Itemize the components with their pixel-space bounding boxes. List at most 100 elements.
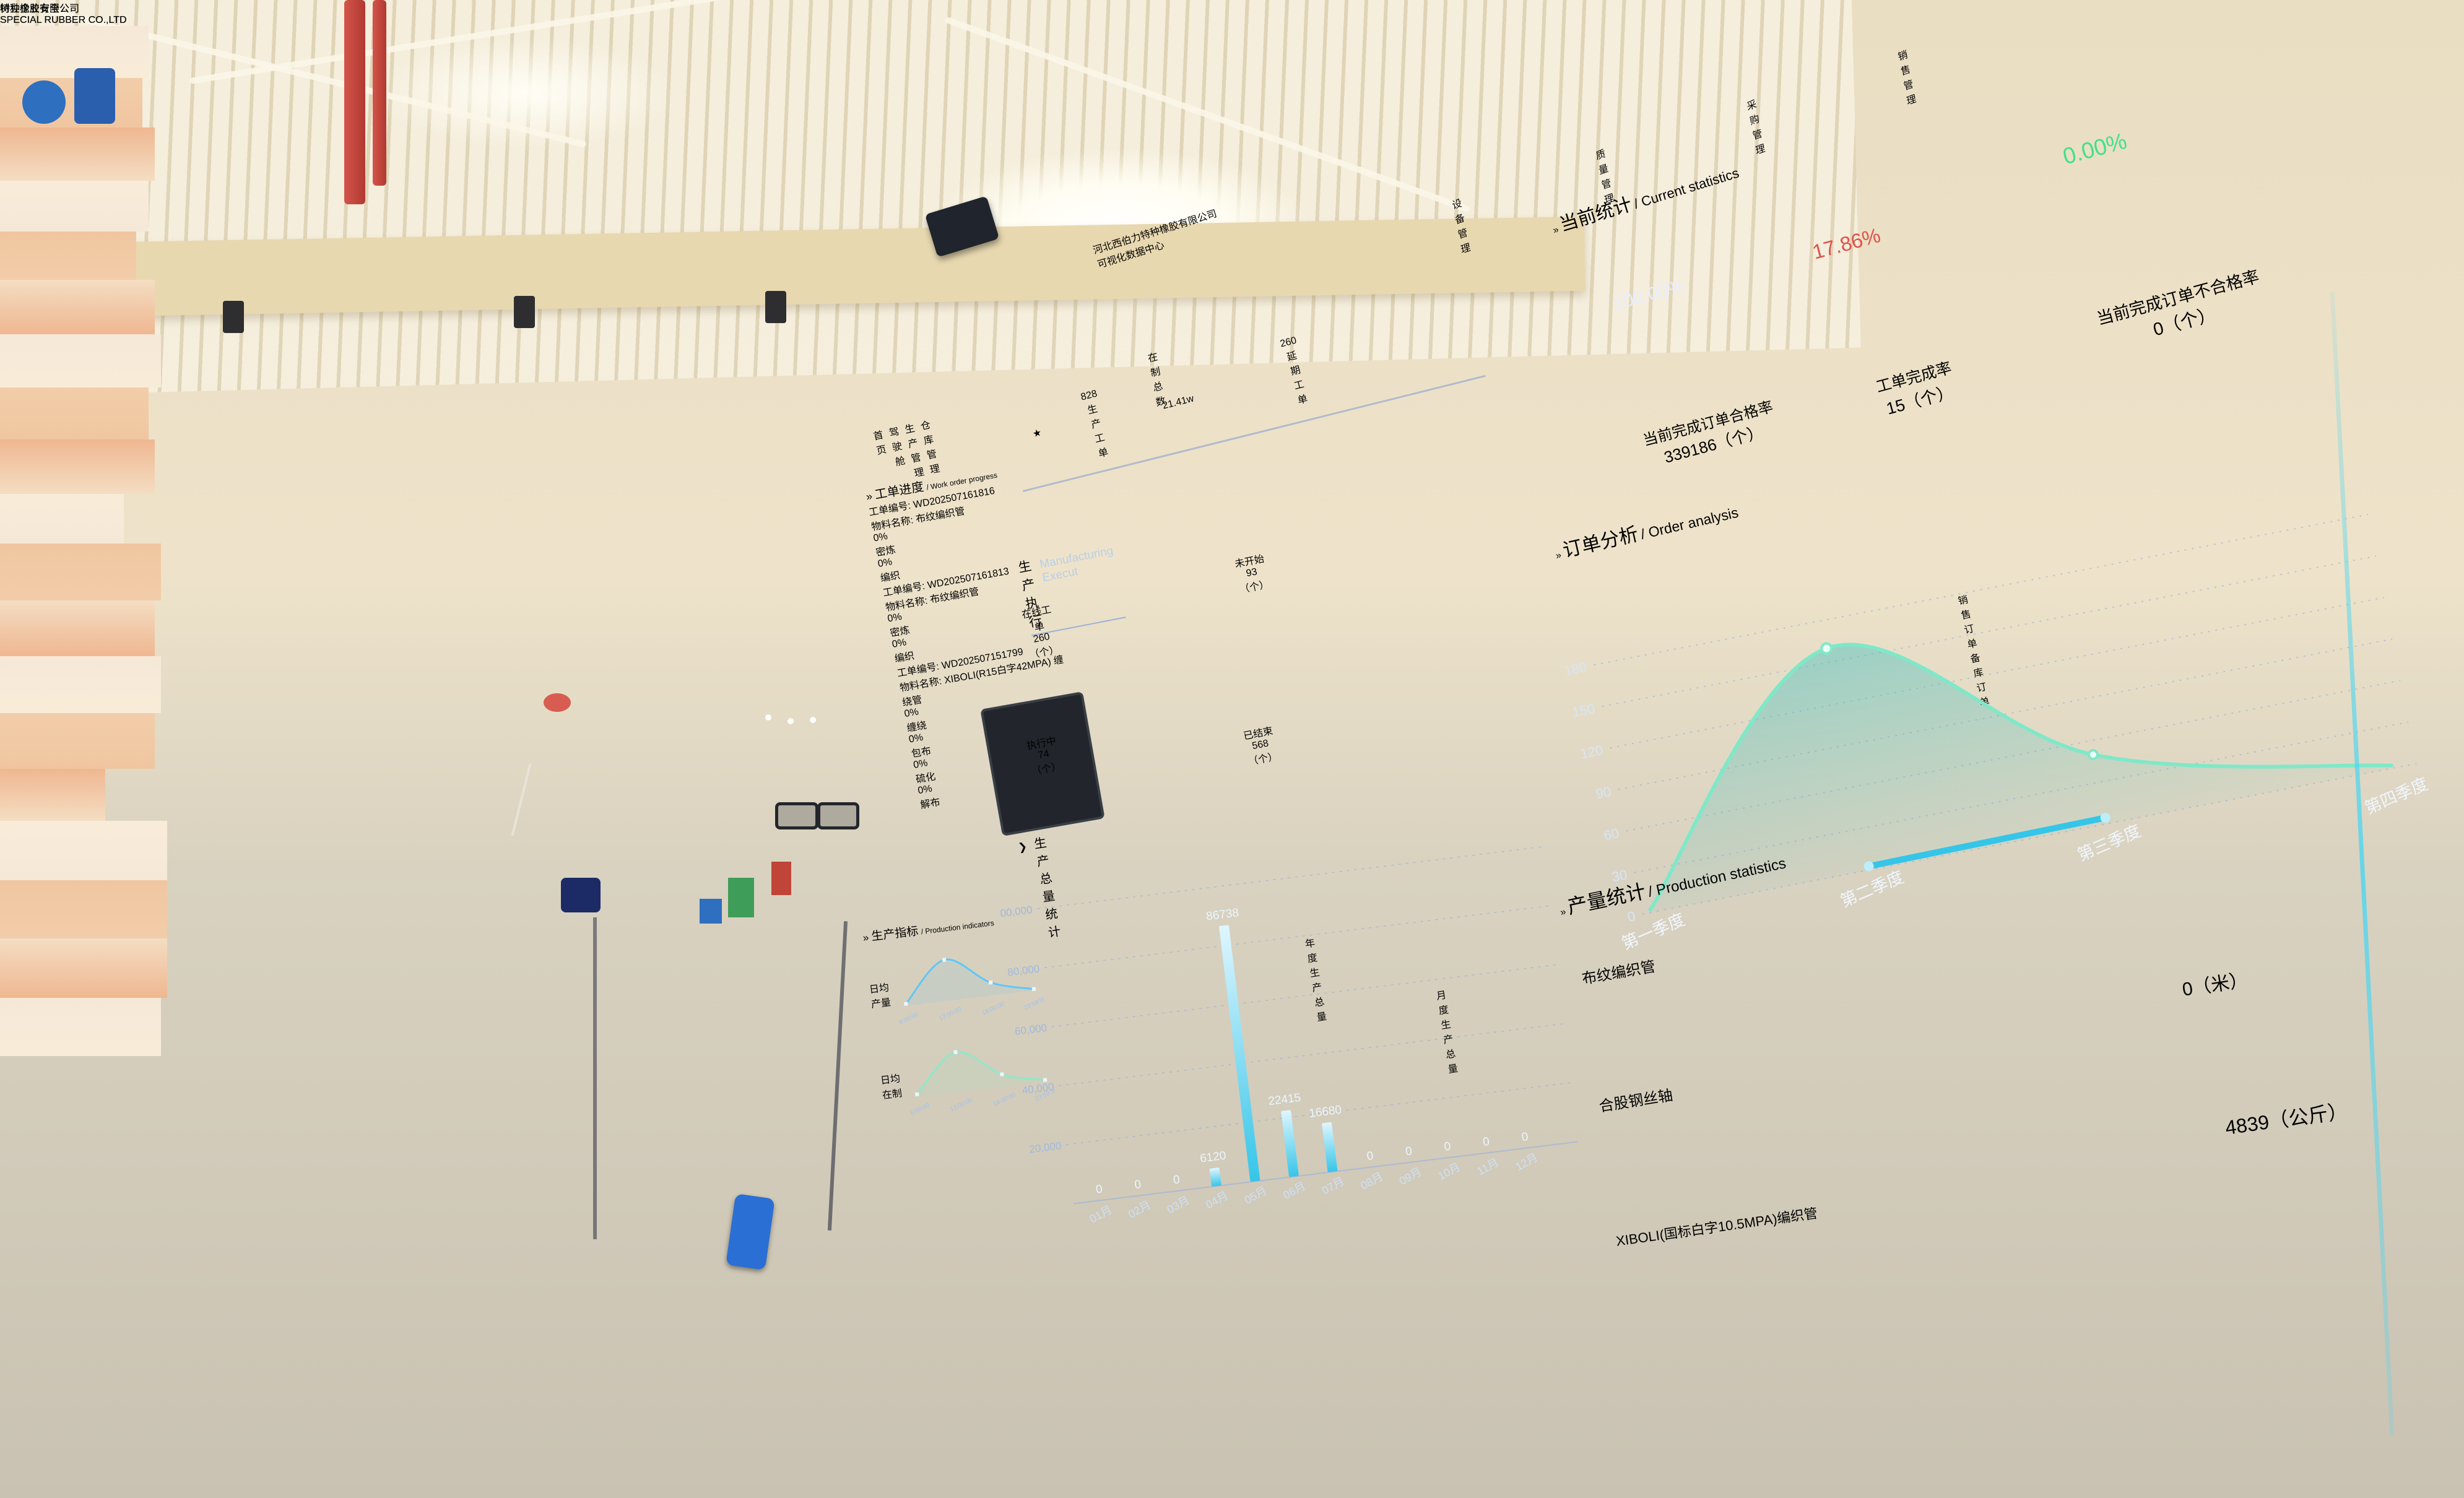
zipper bbox=[593, 917, 597, 1239]
hose-coil bbox=[0, 656, 161, 713]
work-order-badge-icon: ★ bbox=[1031, 427, 1043, 440]
product-name: 布纹编织管 bbox=[1581, 958, 1657, 988]
hose-coil bbox=[0, 494, 124, 543]
hanging-lamp bbox=[765, 291, 786, 323]
product-name: 合股钢丝轴 bbox=[1598, 1087, 1674, 1115]
svg-text:10月: 10月 bbox=[1436, 1161, 1462, 1183]
svg-text:08月: 08月 bbox=[1358, 1170, 1385, 1192]
svg-text:第四季度: 第四季度 bbox=[2362, 774, 2431, 818]
svg-text:60: 60 bbox=[1602, 825, 1620, 843]
svg-text:0: 0 bbox=[1095, 1183, 1103, 1197]
chevrons-icon: » bbox=[865, 490, 874, 503]
hanging-lamp bbox=[514, 296, 535, 328]
svg-text:0: 0 bbox=[1482, 1135, 1490, 1149]
helmet-logo bbox=[544, 693, 571, 712]
hose-coil bbox=[0, 938, 167, 998]
svg-text:0: 0 bbox=[1444, 1140, 1452, 1154]
svg-text:120: 120 bbox=[1579, 742, 1604, 762]
svg-text:0: 0 bbox=[1626, 908, 1637, 925]
svg-text:04月: 04月 bbox=[1204, 1189, 1230, 1211]
hose-coil bbox=[0, 334, 161, 387]
order-analysis-subtitle: / Order analysis bbox=[1639, 504, 1740, 543]
svg-text:0: 0 bbox=[1366, 1149, 1374, 1163]
red-pipe bbox=[344, 0, 365, 204]
svg-text:0: 0 bbox=[1134, 1178, 1142, 1192]
hose-coil bbox=[0, 78, 142, 128]
svg-text:06月: 06月 bbox=[1281, 1179, 1308, 1201]
hose-machine: 特种橡胶有限公司 SPECIAL RUBBER CO.,LTD bbox=[0, 0, 712, 1056]
pump-part bbox=[22, 80, 66, 124]
mfg-hub bbox=[1045, 572, 1279, 806]
hose-coil bbox=[0, 439, 155, 494]
banner-text: 树立企业安全 bbox=[0, 4, 60, 14]
hose-coils bbox=[0, 26, 712, 1056]
mfg-stat-value: 93（个） bbox=[1239, 566, 1270, 595]
wall-sign-en: SPECIAL RUBBER CO.,LTD bbox=[0, 15, 127, 25]
red-pipe bbox=[373, 0, 386, 186]
hose-coil bbox=[0, 600, 155, 656]
svg-text:11月: 11月 bbox=[1475, 1156, 1501, 1177]
kpi-orders: 828 生产工单 bbox=[1080, 389, 1113, 461]
production-stats-title: 产量统计 bbox=[1565, 880, 1648, 919]
green-equipment bbox=[728, 878, 754, 917]
svg-text:16680: 16680 bbox=[1308, 1104, 1342, 1120]
hose-coil bbox=[0, 387, 149, 439]
face bbox=[518, 754, 620, 870]
indicator-line-chart: 06:00:00 12:00:00 18:00:00 23:59:59 bbox=[895, 958, 1046, 1028]
svg-text:90: 90 bbox=[1594, 784, 1612, 802]
monthly-bar-chart: 20,00040,00060,00080,000100,000001月002月0… bbox=[994, 846, 1577, 1226]
red-equipment bbox=[771, 862, 791, 895]
blue-equipment bbox=[700, 899, 722, 924]
svg-text:86738: 86738 bbox=[1205, 906, 1239, 923]
svg-text:01月: 01月 bbox=[1087, 1203, 1114, 1226]
pants bbox=[724, 1270, 947, 1498]
svg-text:30: 30 bbox=[1611, 867, 1629, 885]
hose-coil bbox=[0, 998, 161, 1056]
hose-coil bbox=[0, 543, 161, 600]
company-wall-sign: 特种橡胶有限公司 SPECIAL RUBBER CO.,LTD bbox=[0, 0, 127, 26]
collar bbox=[561, 878, 601, 912]
mfg-stat-value: 260（个） bbox=[1028, 631, 1061, 661]
chevrons-icon: » bbox=[1555, 550, 1563, 561]
order-analysis-title: 订单分析 bbox=[1560, 522, 1641, 561]
hose-coil bbox=[0, 821, 167, 880]
hand bbox=[729, 1213, 778, 1268]
svg-text:09月: 09月 bbox=[1397, 1165, 1424, 1187]
wall-sign-cn: 特种橡胶有限公司 bbox=[0, 4, 80, 14]
hose-coil bbox=[0, 280, 155, 334]
svg-text:0: 0 bbox=[1405, 1145, 1413, 1158]
svg-text:05月: 05月 bbox=[1243, 1184, 1269, 1206]
worker-right bbox=[631, 681, 1040, 1498]
hose-coil bbox=[0, 713, 155, 769]
indicator-row: 日均 在制 06:00:00 12:00:00 18:00:00 23:59:59 bbox=[877, 1024, 1069, 1127]
svg-text:02月: 02月 bbox=[1126, 1198, 1153, 1221]
pant-leg bbox=[489, 1493, 588, 1498]
mfg-stat-value: 568（个） bbox=[1247, 738, 1279, 768]
machine-sign-en: SPECIAL RUBBER CO.,LTD bbox=[0, 15, 127, 25]
forearm bbox=[462, 1089, 520, 1235]
glasses bbox=[775, 802, 818, 829]
hose-coil bbox=[0, 128, 155, 181]
machine-sign-cn: 特种橡胶有限公司 bbox=[0, 4, 80, 14]
hose-coil bbox=[0, 769, 105, 821]
svg-text:07月: 07月 bbox=[1320, 1175, 1347, 1197]
svg-text:180: 180 bbox=[1563, 659, 1588, 679]
forearm bbox=[723, 1083, 766, 1213]
hose-coil bbox=[0, 880, 167, 938]
floor-stain bbox=[322, 1442, 359, 1457]
nav-tab-4[interactable]: 销售管理 bbox=[1897, 49, 1917, 108]
svg-text:6120: 6120 bbox=[1199, 1149, 1227, 1166]
worker-left bbox=[427, 657, 799, 1487]
indicator-charts: 日均 产量 06:00:00 12:00:00 18:00:00 23:59:59 日均 在制… bbox=[865, 934, 1068, 1127]
svg-text:0: 0 bbox=[1521, 1130, 1529, 1144]
pump-part bbox=[74, 68, 115, 124]
safety-banner: 树立企业安全 bbox=[0, 0, 59, 15]
machine-body: 特种橡胶有限公司 SPECIAL RUBBER CO.,LTD bbox=[0, 0, 712, 26]
hanging-lamp bbox=[223, 301, 244, 333]
hose-coil bbox=[0, 181, 149, 232]
machine-sign: 特种橡胶有限公司 SPECIAL RUBBER CO.,LTD bbox=[0, 0, 712, 26]
hose-coil bbox=[0, 26, 149, 78]
svg-text:12月: 12月 bbox=[1513, 1151, 1540, 1173]
